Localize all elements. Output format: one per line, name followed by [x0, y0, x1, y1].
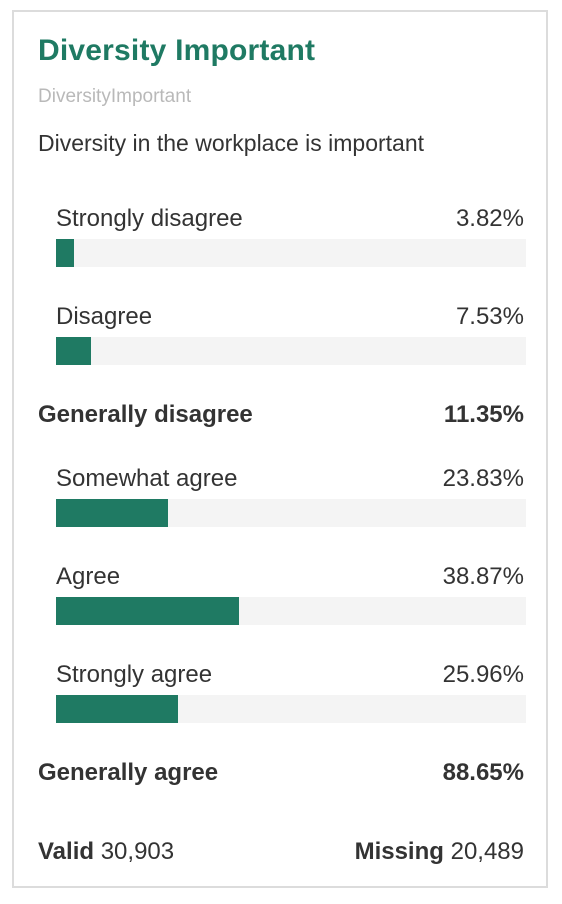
variable-name: DiversityImportant [38, 86, 192, 107]
question-text: Diversity in the workplace is important [38, 130, 425, 156]
group-label: Generally agree [38, 759, 219, 786]
bar-track [56, 499, 526, 527]
response-percent: 23.83% [442, 465, 524, 492]
response-label: Disagree [56, 303, 153, 330]
bar-track [56, 337, 526, 365]
group-label: Generally disagree [38, 401, 253, 428]
response-percent: 38.87% [442, 563, 524, 590]
response-label: Agree [56, 563, 121, 590]
bar-fill [56, 499, 168, 527]
bar-fill [56, 239, 74, 267]
valid-value: 30,903 [100, 838, 175, 865]
response-label: Strongly agree [56, 661, 213, 688]
valid-count: Valid 30,903 [38, 838, 174, 866]
group-percent: 11.35% [443, 401, 524, 428]
bar-track [56, 695, 526, 723]
bar-fill [56, 597, 239, 625]
response-label: Somewhat agree [56, 465, 238, 492]
response-percent: 3.82% [455, 205, 524, 232]
response-percent: 7.53% [455, 303, 524, 330]
response-chart: Strongly disagree 3.82% Disagree 7.53% Gener… [14, 12, 546, 886]
valid-label: Valid [38, 838, 95, 865]
card-title: Diversity Important [38, 34, 316, 67]
question-card: Diversity Important DiversityImportant D… [12, 10, 548, 888]
bar-fill [56, 337, 92, 365]
group-percent: 88.65% [442, 759, 524, 786]
bar-fill [56, 695, 178, 723]
bar-track [56, 239, 526, 267]
missing-value: 20,489 [450, 838, 524, 865]
missing-label: Missing [354, 838, 444, 865]
bar-track [56, 597, 526, 625]
missing-count: Missing 20,489 [355, 838, 524, 866]
response-percent: 25.96% [442, 661, 524, 688]
response-label: Strongly disagree [56, 205, 243, 232]
